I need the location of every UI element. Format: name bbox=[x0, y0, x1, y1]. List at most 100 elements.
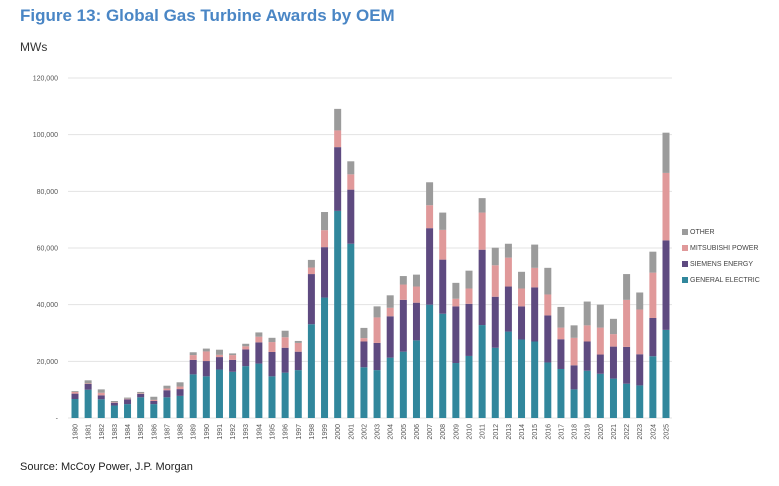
bar-segment-other bbox=[439, 212, 447, 230]
bar-segment-siemens-energy bbox=[347, 189, 355, 244]
x-tick-label: 2014 bbox=[519, 424, 526, 440]
bar-segment-other bbox=[478, 198, 486, 213]
bar-segment-mitsubishi-power bbox=[465, 288, 473, 304]
bar-segment-other bbox=[347, 161, 355, 175]
bar-segment-siemens-energy bbox=[649, 317, 657, 357]
legend-item: MITSUBISHI POWER bbox=[682, 244, 760, 252]
bar-segment-siemens-energy bbox=[609, 346, 617, 379]
legend-swatch bbox=[682, 277, 688, 283]
bar-segment-mitsubishi-power bbox=[491, 265, 499, 297]
chart-legend: OTHER MITSUBISHI POWER SIEMENS ENERGY GENER… bbox=[682, 228, 760, 292]
bar-segment-mitsubishi-power bbox=[307, 267, 315, 275]
bar-segment-siemens-energy bbox=[137, 393, 145, 398]
x-tick-label: 2012 bbox=[493, 424, 500, 440]
bar-segment-siemens-energy bbox=[215, 357, 223, 370]
bar-segment-siemens-energy bbox=[452, 306, 460, 364]
bar-segment-other bbox=[255, 332, 263, 337]
x-tick-label: 2024 bbox=[650, 424, 657, 440]
bar-segment-mitsubishi-power bbox=[557, 327, 565, 340]
bar-segment-general-electric bbox=[334, 210, 342, 418]
bar-segment-mitsubishi-power bbox=[255, 336, 263, 343]
bar-segment-general-electric bbox=[518, 339, 526, 418]
bar-segment-siemens-energy bbox=[124, 399, 132, 405]
bar-segment-siemens-energy bbox=[84, 384, 92, 390]
x-tick-label: 2011 bbox=[480, 424, 487, 439]
bar-segment-siemens-energy bbox=[150, 401, 158, 405]
bar-segment-other bbox=[281, 330, 289, 338]
x-tick-label: 1992 bbox=[230, 424, 237, 440]
bar-segment-general-electric bbox=[189, 374, 197, 418]
bar-segment-mitsubishi-power bbox=[373, 317, 381, 343]
bar-segment-general-electric bbox=[412, 340, 420, 418]
source-note: Source: McCoy Power, J.P. Morgan bbox=[20, 461, 193, 473]
x-tick-label: 2000 bbox=[335, 424, 342, 440]
bar-segment-general-electric bbox=[176, 395, 184, 418]
legend-item: OTHER bbox=[682, 228, 760, 236]
bar-segment-siemens-energy bbox=[504, 286, 512, 332]
x-tick-label: 2007 bbox=[427, 424, 434, 440]
bar-segment-siemens-energy bbox=[202, 361, 210, 377]
bar-segment-general-electric bbox=[531, 341, 539, 418]
bar-segment-siemens-energy bbox=[544, 315, 552, 363]
y-axis-unit-label: MWs bbox=[20, 40, 48, 54]
bar-segment-general-electric bbox=[609, 378, 617, 418]
bar-segment-mitsubishi-power bbox=[386, 307, 394, 317]
x-tick-label: 2006 bbox=[414, 424, 421, 440]
x-tick-label: 1991 bbox=[217, 424, 224, 440]
bar-segment-general-electric bbox=[255, 363, 263, 418]
x-tick-label: 1994 bbox=[256, 424, 263, 440]
bar-segment-siemens-energy bbox=[268, 351, 276, 377]
bar-segment-mitsubishi-power bbox=[518, 288, 526, 307]
legend-label: OTHER bbox=[690, 228, 715, 236]
bar-segment-other bbox=[84, 380, 92, 384]
x-tick-label: 1990 bbox=[204, 424, 211, 440]
y-tick-label: 60,000 bbox=[37, 246, 59, 253]
bar-segment-other bbox=[360, 327, 368, 339]
bar-segment-other bbox=[334, 108, 342, 131]
bar-segment-general-electric bbox=[163, 397, 171, 418]
bar-segment-mitsubishi-power bbox=[189, 355, 197, 360]
bar-segment-mitsubishi-power bbox=[334, 130, 342, 148]
bar-segment-other bbox=[189, 352, 197, 356]
x-tick-label: 2022 bbox=[624, 424, 631, 440]
bar-segment-general-electric bbox=[294, 370, 302, 418]
bar-segment-siemens-energy bbox=[412, 302, 420, 341]
bar-segment-mitsubishi-power bbox=[426, 205, 434, 229]
bar-segment-mitsubishi-power bbox=[137, 393, 145, 394]
bar-segment-siemens-energy bbox=[189, 359, 197, 375]
bar-segment-general-electric bbox=[636, 385, 644, 418]
bar-segment-siemens-energy bbox=[373, 342, 381, 371]
bar-segment-general-electric bbox=[137, 397, 145, 418]
bar-segment-siemens-energy bbox=[334, 147, 342, 211]
bar-segment-mitsubishi-power bbox=[504, 257, 512, 287]
bar-segment-mitsubishi-power bbox=[281, 337, 289, 348]
bar-segment-siemens-energy bbox=[110, 402, 118, 406]
x-tick-label: 1995 bbox=[270, 424, 277, 440]
y-tick-label: 120,000 bbox=[33, 76, 58, 83]
legend-item: SIEMENS ENERGY bbox=[682, 260, 760, 268]
bar-segment-other bbox=[518, 271, 526, 289]
bar-segment-mitsubishi-power bbox=[583, 325, 591, 342]
bar-segment-general-electric bbox=[557, 368, 565, 418]
bar-segment-mitsubishi-power bbox=[110, 402, 118, 403]
bar-segment-mitsubishi-power bbox=[124, 398, 132, 400]
y-tick-label: 80,000 bbox=[37, 189, 59, 196]
bar-segment-siemens-energy bbox=[662, 240, 670, 330]
legend-item: GENERAL ELECTRIC bbox=[682, 276, 760, 284]
bar-segment-general-electric bbox=[215, 369, 223, 418]
y-tick-label: 100,000 bbox=[33, 132, 58, 139]
x-tick-label: 1993 bbox=[243, 424, 250, 440]
bar-segment-other bbox=[268, 337, 276, 343]
bar-segment-other bbox=[110, 401, 118, 403]
bar-segment-general-electric bbox=[373, 370, 381, 418]
bar-segment-mitsubishi-power bbox=[268, 342, 276, 352]
bar-segment-mitsubishi-power bbox=[163, 388, 171, 391]
bar-segment-siemens-energy bbox=[360, 341, 368, 368]
x-tick-label: 2015 bbox=[532, 424, 539, 440]
bar-segment-other bbox=[662, 132, 670, 173]
legend-swatch bbox=[682, 245, 688, 251]
x-tick-label: 1982 bbox=[99, 424, 106, 440]
bar-segment-siemens-energy bbox=[71, 393, 79, 400]
bar-segment-general-electric bbox=[399, 351, 407, 418]
